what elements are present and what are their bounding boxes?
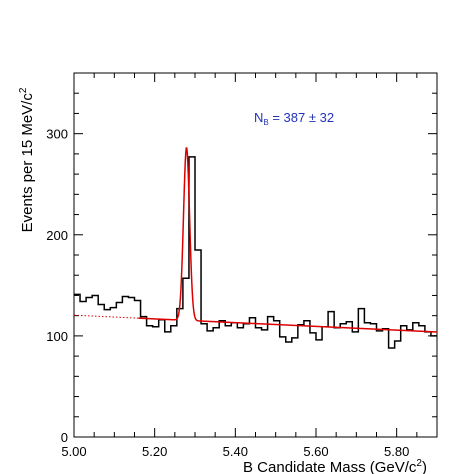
y-tick-label: 300 (46, 127, 68, 142)
x-axis-title-text: B Candidate Mass (GeV/c (243, 459, 417, 474)
y-tick-label: 0 (61, 430, 68, 445)
histogram-data (74, 156, 437, 349)
y-axis-title-text: Events per 15 MeV/c (19, 93, 36, 233)
y-axis-title-sup: 2 (18, 87, 29, 93)
plot-area (73, 72, 438, 438)
x-axis: 5.00 5.20 5.40 5.60 5.80 (61, 73, 438, 459)
x-tick-label: 5.40 (223, 444, 248, 459)
x-tick-label: 5.20 (142, 444, 167, 459)
series-layer (73, 147, 438, 349)
annotation-main: N (254, 110, 263, 125)
y-axis-title: Events per 15 MeV/c2 (18, 87, 36, 232)
y-tick-label: 100 (46, 329, 68, 344)
x-axis-title-sup: 2 (416, 458, 422, 469)
y-axis: 0 100 200 300 (46, 72, 437, 445)
x-axis-title: B Candidate Mass (GeV/c2) (243, 458, 427, 474)
x-tick-label: 5.80 (384, 444, 409, 459)
annotation-value: = 387 ± 32 (269, 110, 334, 125)
x-tick-label: 5.00 (61, 444, 86, 459)
plot-frame (73, 72, 438, 438)
x-axis-title-suffix: ) (422, 459, 427, 474)
fit-curve (138, 147, 438, 333)
fit-curve-dotted (73, 314, 139, 319)
signal-yield-annotation: NB = 387 ± 32 (254, 110, 334, 127)
y-tick-label: 200 (46, 228, 68, 243)
annotation-subscript: B (263, 118, 268, 127)
x-tick-label: 5.60 (303, 444, 328, 459)
